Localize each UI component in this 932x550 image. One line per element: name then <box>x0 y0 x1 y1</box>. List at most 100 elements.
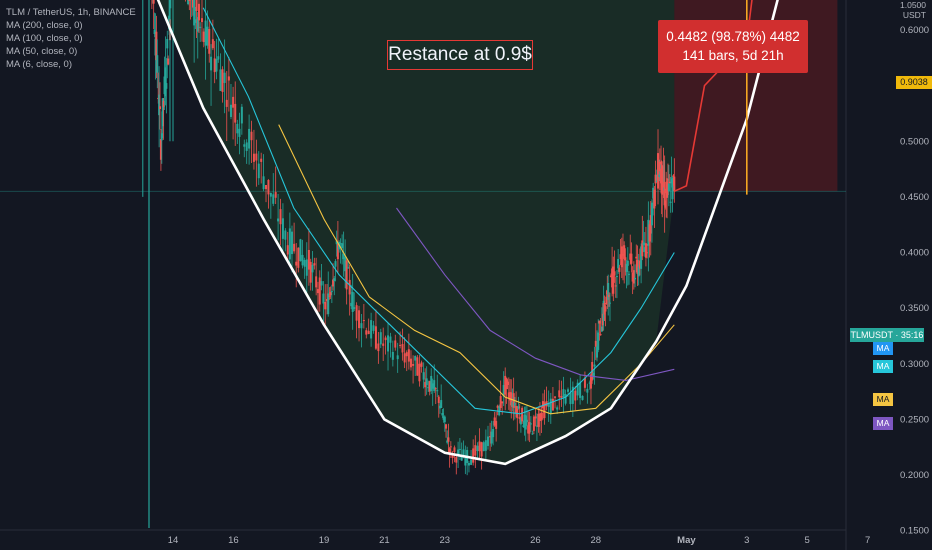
candle-body <box>666 179 669 181</box>
candle-body <box>664 200 667 208</box>
candle-body <box>396 355 399 360</box>
candle-body <box>620 246 623 268</box>
candle-body <box>347 267 350 269</box>
candle-body <box>490 431 493 444</box>
candle-body <box>634 277 637 280</box>
candle-body <box>474 445 477 456</box>
candle-body <box>486 436 489 446</box>
candle-body <box>493 417 496 426</box>
cup-curve <box>156 0 779 466</box>
candle-body <box>547 403 550 407</box>
candle-body <box>593 364 596 367</box>
candle-body <box>535 425 538 427</box>
candle-body <box>409 358 412 368</box>
candle-body <box>505 377 508 390</box>
candle-body <box>221 69 224 92</box>
candle-body <box>478 441 481 452</box>
candle-body <box>318 277 321 305</box>
candle-body <box>374 326 377 349</box>
candle-body <box>532 416 535 431</box>
candle-body <box>387 335 390 352</box>
candle-body <box>389 336 392 343</box>
candle-body <box>344 256 347 272</box>
candle-body <box>513 403 516 406</box>
candle-body <box>265 185 268 190</box>
candle-body <box>515 406 518 414</box>
candle-body <box>666 181 669 198</box>
candle-body <box>446 440 449 443</box>
candle-body <box>672 175 675 177</box>
ma50-line <box>202 7 675 415</box>
resistance-annotation[interactable]: Restance at 0.9$ <box>387 40 533 70</box>
candle-body <box>313 263 316 266</box>
candle-body <box>671 177 674 200</box>
candle-body <box>652 187 655 199</box>
y-tick-label: 0.5000 <box>900 136 929 147</box>
candle-body <box>405 352 408 357</box>
candle-body <box>156 55 159 73</box>
candle-body <box>324 301 327 310</box>
x-tick-label: 26 <box>530 535 541 546</box>
candle-body <box>320 281 323 286</box>
candle-body <box>399 344 402 346</box>
candle-body <box>227 76 230 81</box>
candle-body <box>195 0 198 11</box>
y-tick-label: 0.3500 <box>900 303 929 314</box>
chart-header: TLM / TetherUS, 1h, BINANCE MA (200, clo… <box>6 6 136 71</box>
candle-body <box>588 382 591 384</box>
candle-body <box>455 457 458 463</box>
candle-body <box>315 276 318 288</box>
candle-body <box>197 3 200 21</box>
candle-body <box>162 100 165 107</box>
candle-body <box>407 349 410 362</box>
candle-body <box>543 402 546 419</box>
candle-body <box>637 266 640 277</box>
candle-body <box>538 413 541 422</box>
candle-body <box>252 153 255 162</box>
candle-body <box>592 372 595 377</box>
candle-body <box>152 0 155 4</box>
indicator-ma6[interactable]: MA (6, close, 0) <box>6 59 72 70</box>
candle-body <box>598 320 601 324</box>
candle-body <box>596 346 599 358</box>
y-tick-label: 0.3000 <box>900 359 929 370</box>
candle-body <box>482 442 485 452</box>
last-price-tag: TLMUSDT · 35:16 <box>850 328 924 342</box>
candle-body <box>210 56 213 71</box>
symbol-title[interactable]: TLM / TetherUS, 1h, BINANCE <box>6 7 136 18</box>
candle-body <box>379 332 382 345</box>
currency-label: USDT <box>902 10 926 20</box>
candle-body <box>225 99 228 107</box>
candle-body <box>260 158 263 162</box>
candle-body <box>191 0 194 8</box>
candle-body <box>586 388 589 393</box>
candle-body <box>442 416 445 420</box>
candle-body <box>188 0 191 1</box>
indicator-ma100[interactable]: MA (100, close, 0) <box>6 33 83 44</box>
candle-body <box>470 459 473 465</box>
candle-body <box>384 337 387 341</box>
indicator-ma50[interactable]: MA (50, close, 0) <box>6 46 78 57</box>
candle-body <box>401 344 404 353</box>
candle-body <box>607 283 610 300</box>
candle-body <box>660 161 663 193</box>
candle-body <box>274 192 277 198</box>
candle-body <box>345 260 348 290</box>
candle-body <box>484 440 487 451</box>
cup-fill-area <box>158 0 675 464</box>
candle-body <box>257 163 260 179</box>
candle-body <box>229 104 232 117</box>
candle-body <box>240 106 243 124</box>
candle-body <box>360 323 363 329</box>
candle-body <box>453 447 456 453</box>
candle-body <box>649 215 652 234</box>
candle-body <box>502 385 505 397</box>
candle-body <box>290 231 293 255</box>
candle-body <box>448 448 451 455</box>
indicator-ma200[interactable]: MA (200, close, 0) <box>6 20 83 31</box>
candle-body <box>255 153 258 161</box>
candle-body <box>155 31 158 61</box>
candle-body <box>527 425 530 434</box>
candle-body <box>476 445 479 452</box>
